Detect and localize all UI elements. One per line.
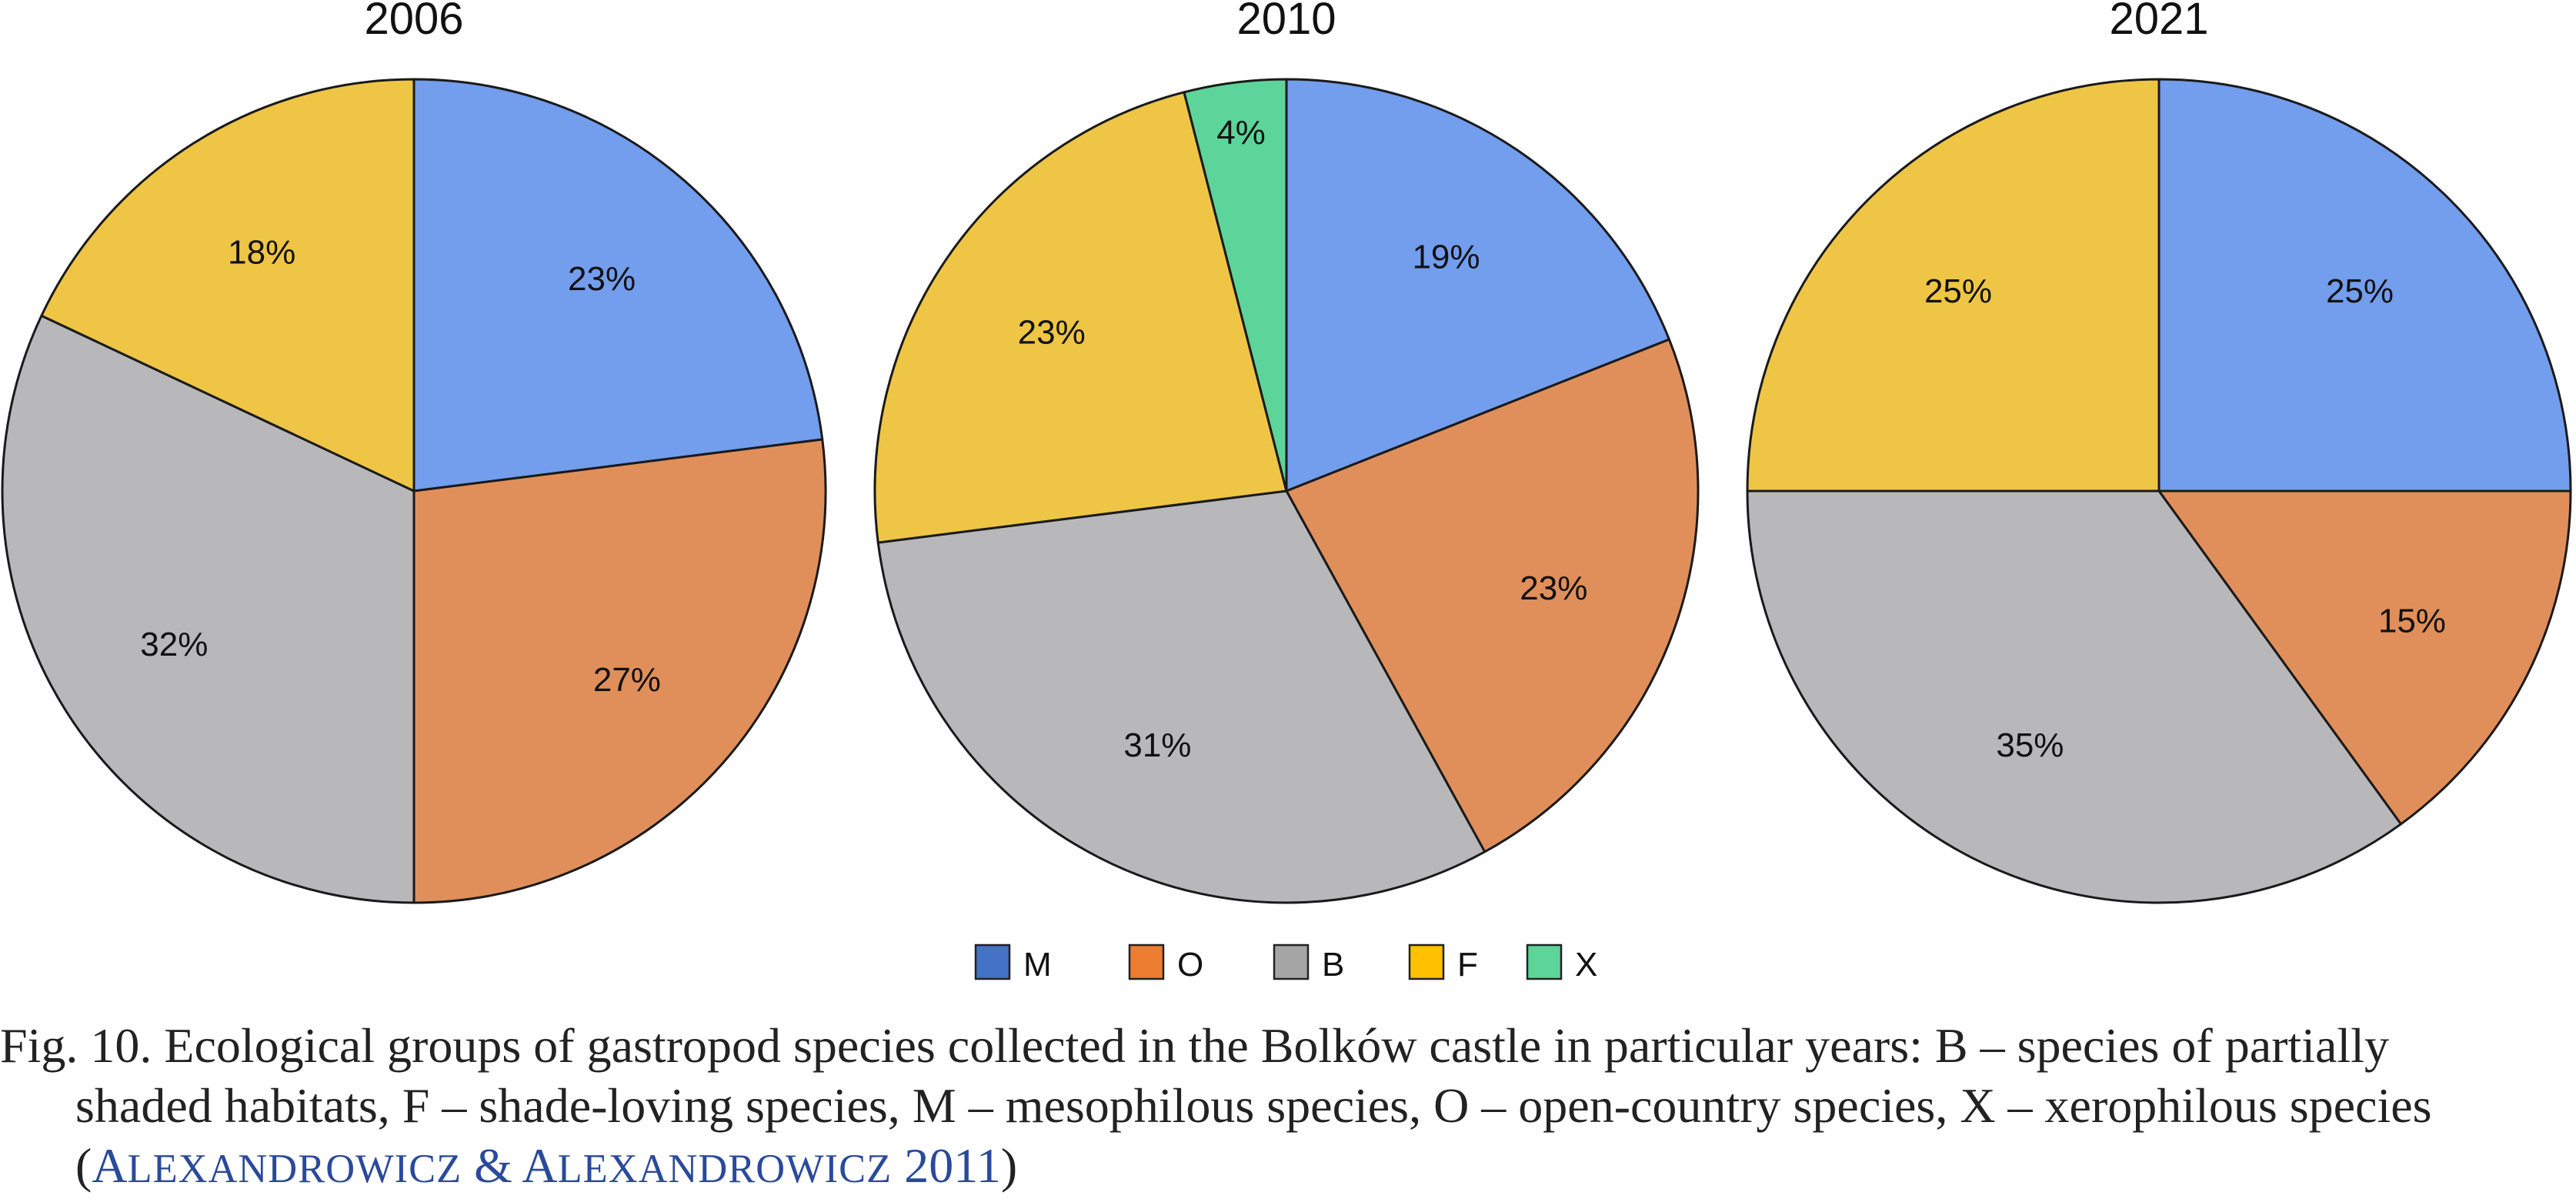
slice-label-M: 19% [1412,239,1480,276]
pie-charts-figure: 2006 23% 27% 32% 18% 2010 19% 23% 31% 23% 4% 2021 25… [1,0,2572,984]
pie-chart-2021: 2021 25% 15% 35% 25% [1746,0,2572,904]
pie-title: 2010 [1236,0,1336,44]
pie-slice-F [1746,78,2161,493]
pie-slice-M [1285,78,1670,493]
legend-swatch-F [1408,944,1445,980]
slice-label-M: 23% [568,260,636,298]
legend-swatch-O [1128,944,1165,980]
slice-label-B: 31% [1123,726,1191,764]
slice-label-O: 23% [1520,569,1587,607]
slice-label-O: 27% [593,661,661,699]
pie-chart-2006: 2006 23% 27% 32% 18% [1,0,827,904]
pie-slice-B [1,314,415,904]
pie-slice-O [1285,338,1700,853]
legend-label-X: X [1575,946,1597,984]
legend-label-F: F [1457,946,1478,984]
legend-label-O: O [1177,946,1203,984]
pie-slice-O [412,438,827,904]
pie-slice-B [876,489,1487,904]
pie-slice-F [40,78,415,493]
slice-label-F: 23% [1018,314,1086,352]
slice-label-M: 25% [2326,272,2394,310]
pie-slice-F [873,91,1288,544]
caption-reference: (ALEXANDROWICZ & ALEXANDROWICZ 2011) [75,1138,1018,1193]
pie-title: 2021 [2109,0,2208,44]
pie-slice-O [2157,489,2572,826]
pie-slice-M [2157,78,2572,493]
slice-label-X: 4% [1216,114,1266,152]
pie-slice-M [412,78,824,493]
legend-swatch-X [1526,944,1563,980]
pie-slice-X [1183,78,1288,493]
legend-label-M: M [1023,946,1052,984]
slice-label-F: 25% [1924,272,1992,310]
slice-label-O: 15% [2378,603,2446,640]
caption-line-1: Fig. 10. Ecological groups of gastropod … [0,1018,2389,1073]
caption-line-2: shaded habitats, F – shade-loving specie… [75,1078,2432,1133]
legend-swatch-M [974,944,1011,980]
pie-chart-2010: 2010 19% 23% 31% 23% 4% [873,0,1700,904]
legend-swatch-B [1273,944,1310,980]
slice-label-B: 32% [140,626,208,663]
pie-title: 2006 [364,0,463,44]
pie-slice-B [1746,489,2402,904]
slice-label-B: 35% [1996,726,2064,764]
slice-label-F: 18% [228,233,295,271]
legend-label-B: B [1322,946,1344,984]
